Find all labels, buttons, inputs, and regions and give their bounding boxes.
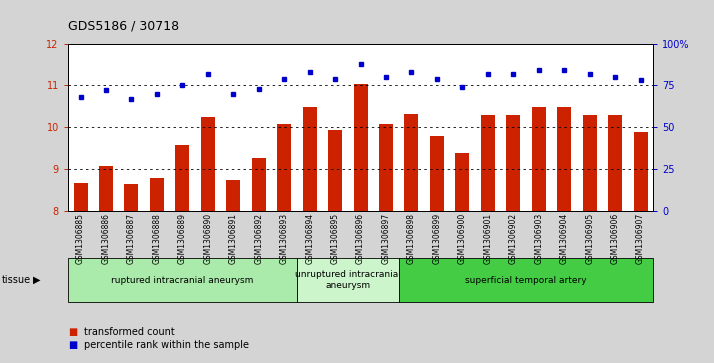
Text: GSM1306897: GSM1306897 xyxy=(381,213,391,264)
Text: GSM1306893: GSM1306893 xyxy=(280,213,288,264)
Text: GSM1306888: GSM1306888 xyxy=(152,213,161,264)
Bar xyxy=(226,180,241,211)
Bar xyxy=(404,114,418,211)
Text: GSM1306898: GSM1306898 xyxy=(407,213,416,264)
Text: ■: ■ xyxy=(68,327,77,337)
Bar xyxy=(303,107,317,211)
Text: unruptured intracranial
aneurysm: unruptured intracranial aneurysm xyxy=(295,270,401,290)
Text: GSM1306906: GSM1306906 xyxy=(610,213,620,264)
Bar xyxy=(74,183,88,211)
Text: GSM1306905: GSM1306905 xyxy=(585,213,594,264)
Bar xyxy=(68,258,297,302)
Text: GSM1306891: GSM1306891 xyxy=(228,213,238,264)
Bar xyxy=(608,115,622,211)
Text: superficial temporal artery: superficial temporal artery xyxy=(466,276,587,285)
Bar xyxy=(633,132,648,211)
Text: GSM1306907: GSM1306907 xyxy=(636,213,645,264)
Text: GSM1306902: GSM1306902 xyxy=(509,213,518,264)
Text: GSM1306887: GSM1306887 xyxy=(127,213,136,264)
Text: GSM1306889: GSM1306889 xyxy=(178,213,187,264)
Bar xyxy=(583,115,597,211)
Bar xyxy=(379,124,393,211)
Text: GSM1306899: GSM1306899 xyxy=(433,213,441,264)
Text: percentile rank within the sample: percentile rank within the sample xyxy=(84,340,248,350)
Text: GSM1306901: GSM1306901 xyxy=(483,213,493,264)
Text: GSM1306892: GSM1306892 xyxy=(254,213,263,264)
Text: GSM1306894: GSM1306894 xyxy=(305,213,314,264)
Text: GSM1306896: GSM1306896 xyxy=(356,213,365,264)
Bar xyxy=(252,158,266,211)
Bar xyxy=(99,166,113,211)
Bar xyxy=(124,184,139,211)
Text: GDS5186 / 30718: GDS5186 / 30718 xyxy=(68,20,179,33)
Bar xyxy=(201,117,215,211)
Bar xyxy=(532,107,545,211)
Bar xyxy=(277,124,291,211)
Text: ▶: ▶ xyxy=(34,274,41,285)
Text: ruptured intracranial aneurysm: ruptured intracranial aneurysm xyxy=(111,276,253,285)
Bar xyxy=(297,258,398,302)
Text: GSM1306903: GSM1306903 xyxy=(534,213,543,264)
Bar xyxy=(456,153,469,211)
Bar xyxy=(328,130,342,211)
Text: transformed count: transformed count xyxy=(84,327,174,337)
Bar xyxy=(430,136,444,211)
Text: GSM1306890: GSM1306890 xyxy=(203,213,212,264)
Text: GSM1306895: GSM1306895 xyxy=(331,213,340,264)
Bar xyxy=(481,115,495,211)
Bar xyxy=(506,115,521,211)
Bar xyxy=(353,85,368,211)
Bar xyxy=(398,258,653,302)
Text: GSM1306904: GSM1306904 xyxy=(560,213,569,264)
Bar xyxy=(176,145,189,211)
Bar xyxy=(557,107,571,211)
Text: GSM1306886: GSM1306886 xyxy=(101,213,111,264)
Text: GSM1306885: GSM1306885 xyxy=(76,213,85,264)
Text: ■: ■ xyxy=(68,340,77,350)
Text: GSM1306900: GSM1306900 xyxy=(458,213,467,264)
Text: tissue: tissue xyxy=(1,274,31,285)
Bar xyxy=(150,178,164,211)
